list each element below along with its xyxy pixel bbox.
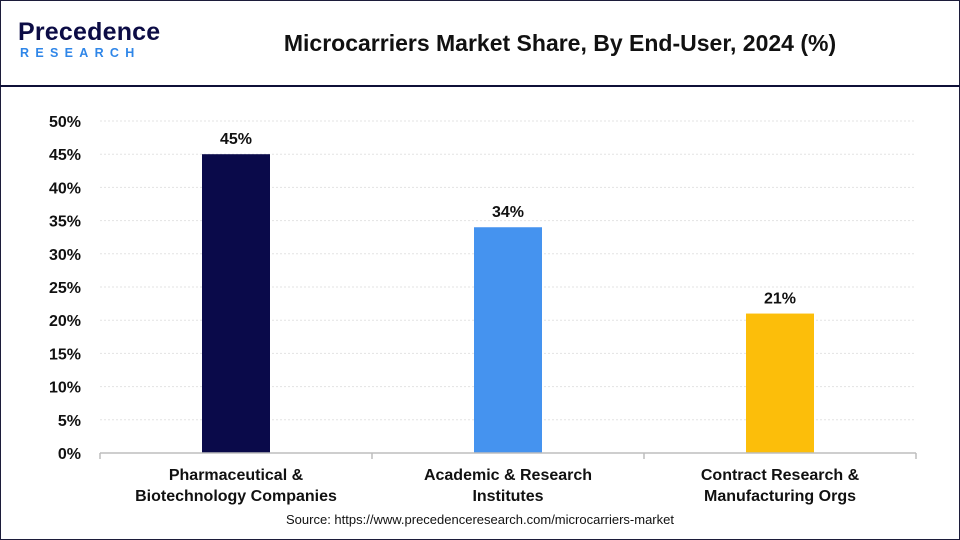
- bar-chart: 0% 5% 10% 15% 20% 25% 30% 35% 40% 45% 50% 45% 34% 21…: [49, 114, 917, 463]
- y-tick-label: 20%: [49, 313, 81, 330]
- chart-title: Microcarriers Market Share, By End-User,…: [283, 30, 837, 56]
- x-category-label: Pharmaceutical & Biotechnology Companies: [106, 465, 366, 507]
- y-tick-label: 5%: [58, 413, 81, 430]
- y-tick-label: 25%: [49, 280, 81, 297]
- y-tick-label: 30%: [49, 247, 81, 264]
- y-tick-label: 45%: [49, 147, 81, 164]
- precedence-research-logo: Precedence RESEARCH: [18, 14, 168, 64]
- header-divider: [0, 85, 960, 87]
- y-tick-label: 10%: [49, 380, 81, 397]
- y-tick-label: 50%: [49, 114, 81, 131]
- x-axis: [99, 452, 917, 459]
- data-label: 21%: [764, 291, 796, 308]
- logo-wordmark: Precedence: [18, 18, 161, 46]
- x-category-label: Contract Research & Manufacturing Orgs: [650, 465, 910, 507]
- bar: [746, 313, 814, 453]
- x-category-label-line: Institutes: [472, 488, 544, 505]
- y-tick-label: 40%: [49, 180, 81, 197]
- bar: [202, 154, 270, 453]
- data-label: 45%: [220, 131, 252, 148]
- source-note: Source: https://www.precedenceresearch.c…: [286, 512, 674, 527]
- x-category-label-line: Contract Research &: [700, 467, 860, 484]
- bars: [202, 154, 814, 453]
- x-category-label-line: Biotechnology Companies: [135, 488, 337, 505]
- y-tick-label: 15%: [49, 346, 81, 363]
- data-labels: 45% 34% 21%: [220, 131, 796, 307]
- data-label: 34%: [492, 204, 524, 221]
- x-category-label-line: Manufacturing Orgs: [703, 488, 856, 505]
- x-category-label: Academic & Research Institutes: [378, 465, 638, 507]
- y-tick-label: 0%: [58, 446, 81, 463]
- y-axis-ticks: 0% 5% 10% 15% 20% 25% 30% 35% 40% 45% 50%: [49, 114, 81, 463]
- bar: [474, 227, 542, 453]
- x-category-label-line: Pharmaceutical &: [168, 467, 304, 484]
- logo-subtitle: RESEARCH: [20, 46, 141, 60]
- x-category-label-line: Academic & Research: [423, 467, 593, 484]
- y-tick-label: 35%: [49, 214, 81, 231]
